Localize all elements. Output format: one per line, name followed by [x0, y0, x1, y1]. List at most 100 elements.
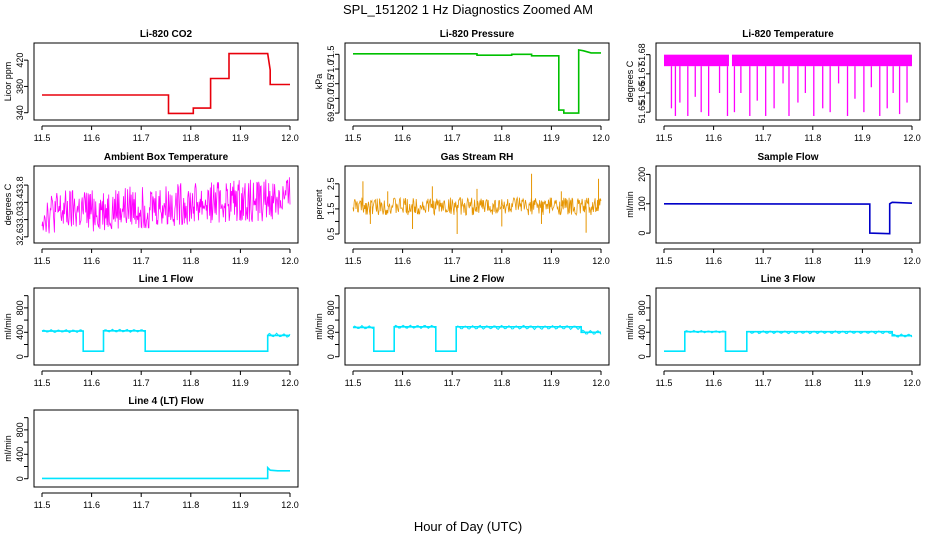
x-tick-label: 11.8 — [182, 500, 199, 510]
y-axis-label: ml/min — [625, 191, 635, 218]
series-noise — [352, 196, 602, 216]
panel-6: Sample Flow ml/min 11.5 11.6 11.7 11.8 11.9 12.… — [625, 152, 921, 266]
panel-10: Line 4 (LT) Flow ml/min 11.5 11.6 11.7 11.8 11… — [3, 396, 299, 510]
x-tick-label: 11.6 — [705, 378, 722, 388]
y-tick-label: 51.66 — [637, 82, 647, 105]
y-tick-label: 420 — [15, 53, 25, 68]
x-tick-label: 11.7 — [444, 378, 461, 388]
temperature-band — [731, 54, 912, 67]
panel-title: Line 4 (LT) Flow — [128, 396, 204, 407]
x-tick-label: 11.9 — [543, 378, 560, 388]
x-tick-label: 11.6 — [83, 133, 100, 143]
x-tick-label: 11.8 — [493, 378, 510, 388]
y-axis-label: Licor ppm — [3, 62, 13, 102]
plot-frame — [33, 409, 299, 488]
series-line — [353, 48, 601, 114]
series-line — [664, 330, 912, 353]
plot-frame — [655, 165, 921, 244]
panel-5: Gas Stream RH percent 11.5 11.6 11.7 11.8 11.9… — [314, 152, 610, 266]
y-tick-label: 400 — [15, 325, 25, 340]
y-tick-label: 200 — [637, 167, 647, 182]
x-tick-label: 12.0 — [281, 500, 299, 510]
y-tick-label: 400 — [637, 325, 647, 340]
x-tick-label: 11.5 — [34, 378, 51, 388]
x-tick-label: 11.7 — [755, 378, 772, 388]
y-tick-label: 70.0 — [326, 90, 336, 108]
y-tick-label: 51.67 — [637, 63, 647, 86]
x-tick-label: 12.0 — [281, 256, 299, 266]
x-tick-label: 11.5 — [34, 256, 51, 266]
x-tick-label: 11.9 — [854, 378, 871, 388]
x-tick-label: 11.5 — [345, 256, 362, 266]
x-tick-label: 11.5 — [345, 378, 362, 388]
y-tick-label: 800 — [15, 422, 25, 437]
x-tick-label: 11.9 — [543, 133, 560, 143]
y-tick-label: 71.0 — [326, 60, 336, 78]
series-line — [42, 52, 290, 115]
series-oscillation — [684, 329, 726, 334]
plot-frame — [33, 165, 299, 244]
x-tick-label: 12.0 — [592, 133, 610, 143]
panel-title: Line 3 Flow — [761, 274, 816, 285]
y-tick-label: 100 — [637, 196, 647, 211]
x-tick-label: 11.9 — [854, 133, 871, 143]
series-oscillation — [393, 324, 436, 330]
panel-title: Li-820 CO2 — [140, 29, 193, 40]
x-tick-label: 11.9 — [232, 256, 249, 266]
panel-title: Li-820 Pressure — [440, 29, 515, 40]
y-tick-label: 0 — [637, 231, 647, 236]
x-tick-label: 11.8 — [804, 256, 821, 266]
x-tick-label: 11.5 — [656, 256, 673, 266]
x-tick-label: 11.8 — [182, 378, 199, 388]
panel-3: Li-820 Temperature degrees C 11.5 11.6 11.7 1… — [625, 29, 921, 143]
y-tick-label: 800 — [637, 300, 647, 315]
x-tick-label: 11.7 — [133, 500, 150, 510]
y-axis-label: degrees C — [3, 183, 13, 225]
x-tick-label: 11.5 — [34, 500, 51, 510]
temperature-band — [664, 54, 729, 67]
y-axis-label: ml/min — [314, 313, 324, 340]
y-axis-label: ml/min — [3, 313, 13, 340]
x-tick-label: 11.5 — [345, 133, 362, 143]
panel-title: Line 1 Flow — [139, 274, 194, 285]
x-tick-label: 11.6 — [83, 378, 100, 388]
x-tick-label: 11.9 — [232, 378, 249, 388]
x-tick-label: 11.6 — [83, 500, 100, 510]
x-tick-label: 11.5 — [34, 133, 51, 143]
plot-frame — [655, 42, 921, 121]
x-tick-label: 11.6 — [705, 256, 722, 266]
x-tick-label: 11.7 — [133, 256, 150, 266]
panel-title: Line 2 Flow — [450, 274, 505, 285]
y-tick-label: 400 — [15, 447, 25, 462]
series-oscillation — [267, 332, 291, 338]
plot-frame — [344, 287, 610, 366]
plot-frame — [33, 42, 299, 121]
y-tick-label: 800 — [326, 300, 336, 315]
y-tick-label: 340 — [15, 105, 25, 120]
y-tick-label: 0 — [15, 354, 25, 359]
y-tick-label: 2.5 — [326, 178, 336, 191]
x-tick-label: 11.7 — [133, 378, 150, 388]
y-axis-label: ml/min — [3, 435, 13, 462]
series-oscillation — [103, 328, 146, 333]
panel-title: Gas Stream RH — [441, 152, 514, 163]
x-tick-label: 11.7 — [755, 133, 772, 143]
y-tick-label: 0 — [326, 354, 336, 359]
panel-8: Line 2 Flow ml/min 11.5 11.6 11.7 11.8 11.9 12.… — [314, 274, 610, 388]
x-tick-label: 11.6 — [83, 256, 100, 266]
y-tick-label: 69.5 — [326, 104, 336, 122]
x-tick-label: 12.0 — [592, 256, 610, 266]
panel-title: Ambient Box Temperature — [104, 152, 229, 163]
y-tick-label: 33.8 — [15, 176, 25, 194]
plot-frame — [33, 287, 299, 366]
y-tick-label: 71.5 — [326, 46, 336, 64]
x-tick-label: 12.0 — [592, 378, 610, 388]
x-tick-label: 11.9 — [543, 256, 560, 266]
x-tick-label: 11.7 — [133, 133, 150, 143]
x-tick-label: 11.8 — [182, 256, 199, 266]
y-axis-label: kPa — [314, 74, 324, 90]
x-tick-label: 11.9 — [232, 500, 249, 510]
y-axis-label: degrees C — [625, 60, 635, 102]
x-tick-label: 11.7 — [444, 133, 461, 143]
y-axis-label: ml/min — [625, 313, 635, 340]
